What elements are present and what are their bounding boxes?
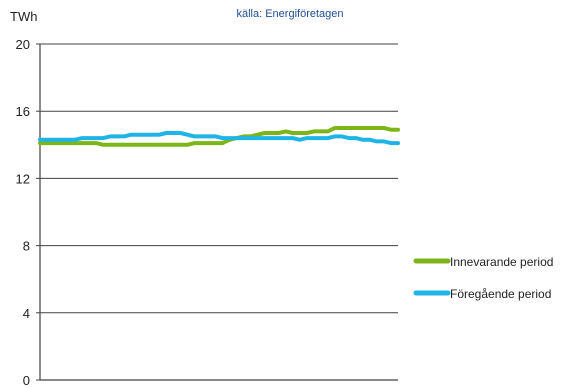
legend: Innevarande period Föregående period — [413, 255, 553, 301]
series-line-foregaende — [38, 131, 400, 146]
y-tick-labels: 0 4 8 12 16 20 — [16, 37, 30, 388]
source-note: källa: Energiföretagen — [236, 8, 343, 20]
legend-label-innevarande: Innevarande period — [450, 255, 553, 269]
series-lines — [38, 126, 400, 147]
y-tick-label: 16 — [16, 104, 30, 119]
gridlines — [36, 43, 398, 381]
y-axis-unit-label: TWh — [10, 9, 37, 24]
y-tick-label: 20 — [16, 37, 30, 52]
series-line-innevarande — [38, 126, 400, 147]
y-tick-label: 8 — [23, 239, 30, 254]
legend-label-foregaende: Föregående period — [450, 287, 551, 301]
y-tick-label: 4 — [23, 306, 30, 321]
y-tick-label: 12 — [16, 171, 30, 186]
y-tick-label: 0 — [23, 373, 30, 388]
